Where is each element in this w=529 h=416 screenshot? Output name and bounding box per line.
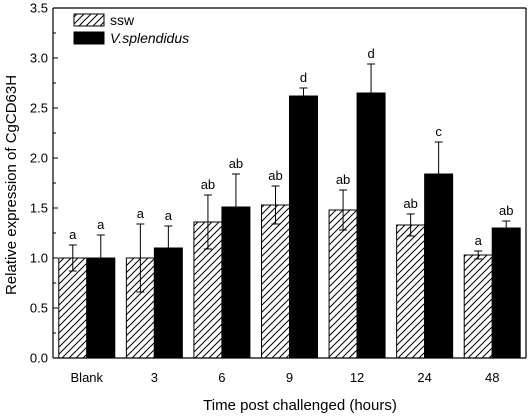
- y-tick-label: 3.0: [30, 51, 48, 66]
- error-bar: [203, 194, 212, 250]
- legend-swatch: [73, 13, 105, 27]
- x-tick-label: Blank: [71, 370, 104, 385]
- y-tick-label: 3.5: [30, 1, 48, 16]
- legend-label: V.splendidus: [110, 30, 189, 46]
- significance-label: ab: [499, 203, 513, 218]
- significance-label: a: [475, 233, 483, 248]
- significance-label: ab: [229, 156, 243, 171]
- error-bar: [299, 87, 308, 96]
- significance-label: ab: [336, 172, 350, 187]
- error-bar: [406, 213, 415, 237]
- significance-label: ab: [201, 177, 215, 192]
- bar-vsplendidus-24: [424, 173, 454, 359]
- x-tick-label: 9: [286, 370, 293, 385]
- bar-ssw-48: [463, 254, 493, 359]
- x-tick-label: 24: [417, 370, 431, 385]
- bar-ssw-blank: [58, 257, 88, 359]
- significance-label: a: [69, 227, 77, 242]
- y-axis-title: Relative expression of CgCD63H: [3, 75, 20, 295]
- y-tick-label: 1.5: [30, 201, 48, 216]
- legend-swatch: [73, 31, 105, 45]
- error-bar: [339, 189, 348, 231]
- error-bar: [502, 220, 511, 228]
- x-tick-label: 48: [485, 370, 499, 385]
- significance-label: a: [137, 206, 145, 221]
- y-tick-label: 1.0: [30, 251, 48, 266]
- bar-ssw-9: [261, 204, 290, 359]
- error-bar: [434, 141, 443, 174]
- significance-label: c: [435, 124, 442, 139]
- x-tick-label: 6: [218, 370, 225, 385]
- error-bar: [231, 173, 240, 207]
- error-bar: [367, 63, 376, 93]
- bar-vsplendidus-blank: [86, 257, 116, 359]
- bar-ssw-12: [328, 209, 358, 359]
- x-tick-label: 12: [350, 370, 364, 385]
- bar-vsplendidus-9: [289, 95, 318, 359]
- y-tick-label: 0.0: [30, 351, 48, 366]
- significance-label: a: [97, 217, 105, 232]
- x-axis-title: Time post challenged (hours): [203, 397, 397, 414]
- bar-ssw-24: [396, 224, 426, 359]
- bar-vsplendidus-48: [491, 227, 521, 359]
- significance-label: ab: [268, 168, 282, 183]
- y-tick-label: 2.5: [30, 101, 48, 116]
- y-tick-label: 2.0: [30, 151, 48, 166]
- significance-label: d: [367, 46, 374, 61]
- bar-vsplendidus-12: [356, 92, 386, 359]
- bar-vsplendidus-3: [153, 247, 183, 359]
- significance-label: d: [300, 70, 307, 85]
- error-bar: [474, 250, 483, 260]
- error-bar: [96, 234, 105, 258]
- y-tick-label: 0.5: [30, 301, 48, 316]
- x-tick-label: 3: [151, 370, 158, 385]
- error-bar: [68, 244, 77, 272]
- error-bar: [136, 223, 145, 293]
- bar-vsplendidus-6: [221, 206, 251, 359]
- significance-label: a: [165, 208, 173, 223]
- error-bar: [271, 185, 280, 225]
- significance-label: ab: [403, 196, 417, 211]
- error-bar: [164, 225, 173, 248]
- legend-label: ssw: [110, 12, 135, 28]
